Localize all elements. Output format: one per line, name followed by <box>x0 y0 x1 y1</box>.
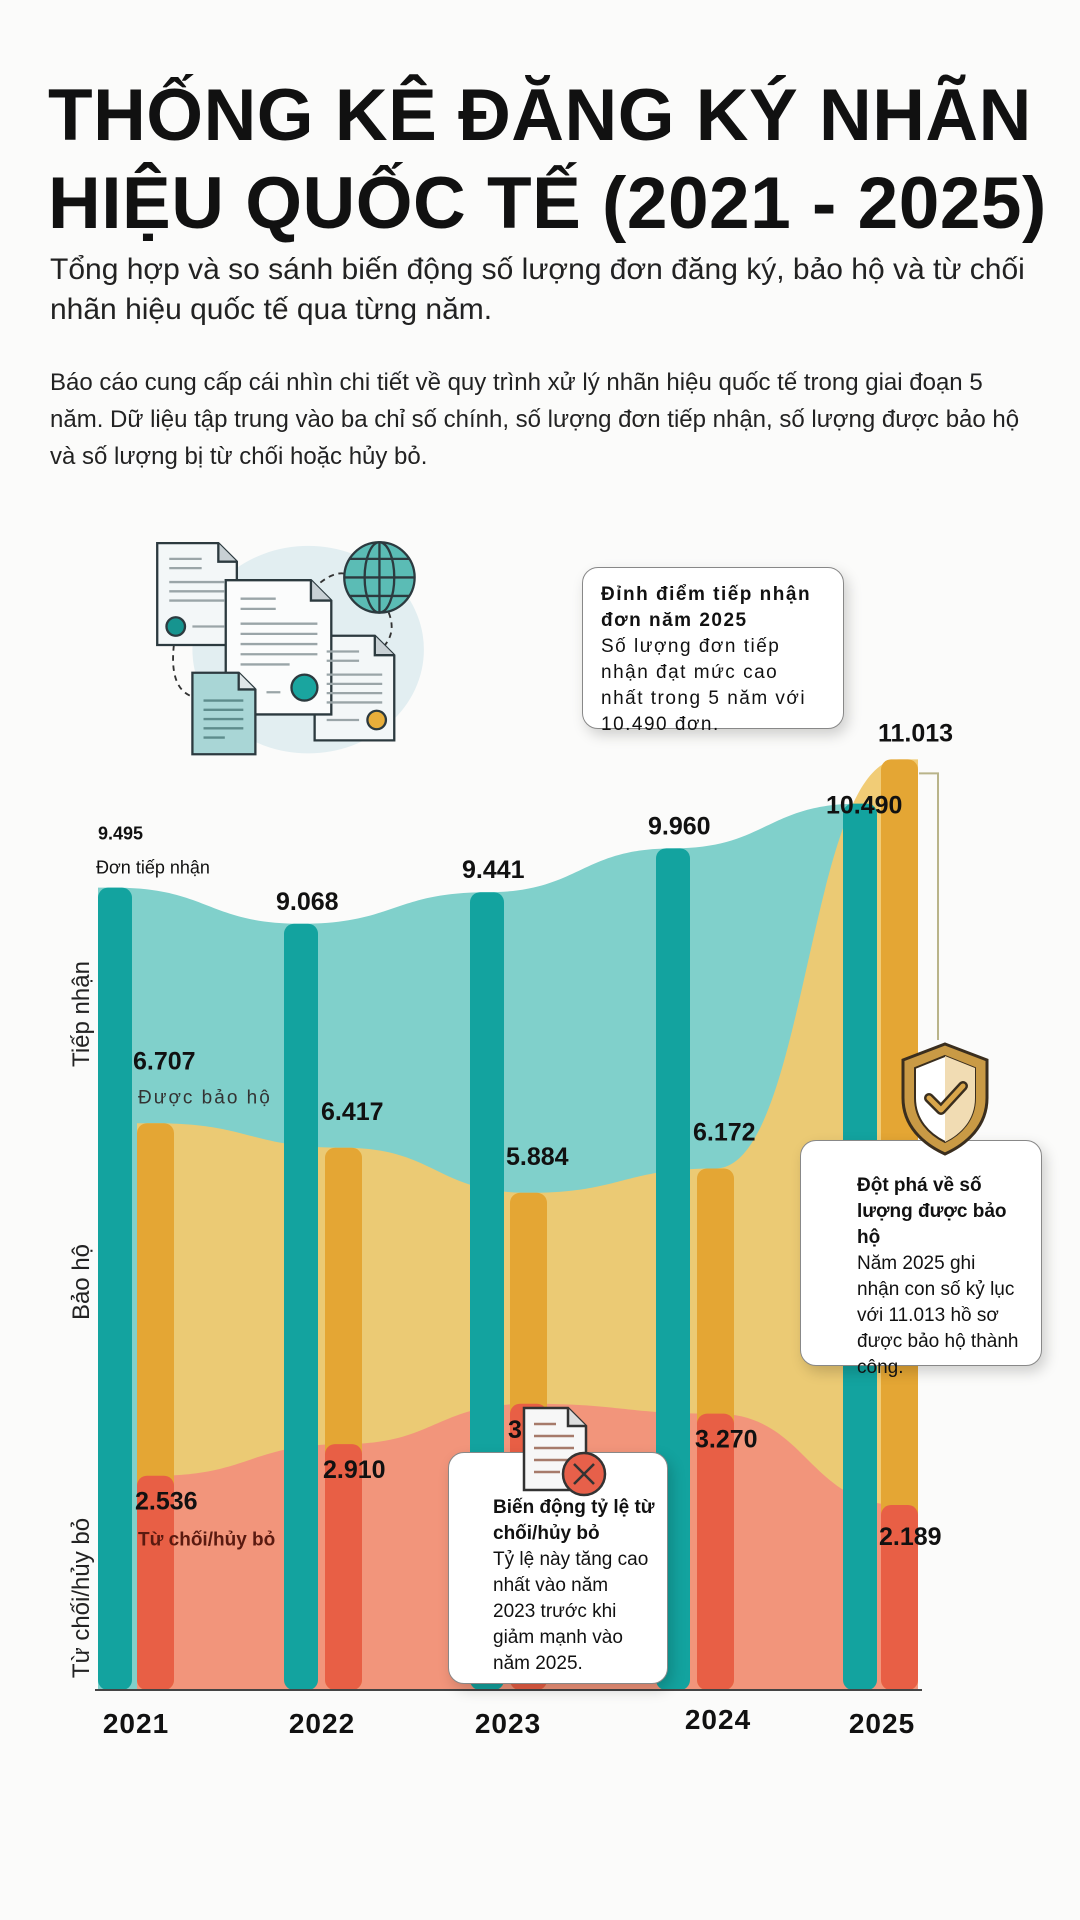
callout-text: Số lượng đơn tiếp nhận đạt mức cao nhất … <box>601 636 807 735</box>
callout-text: Tỷ lệ này tăng cao nhất vào năm 2023 trư… <box>493 1549 649 1674</box>
y-axis-label-received: Tiếp nhận <box>68 961 95 1067</box>
x-tick-2024: 2024 <box>684 1704 752 1735</box>
value-label-received-2024: 9.960 <box>648 812 711 840</box>
value-label-rejected-2021: 2.536 <box>135 1488 198 1516</box>
x-tick-2022: 2022 <box>288 1708 356 1739</box>
documents-globe-illustration <box>156 541 424 756</box>
series-label-received: Đơn tiếp nhận <box>96 858 210 878</box>
callout-title: Đỉnh điểm tiếp nhận đơn năm 2025 <box>601 584 812 631</box>
callout-title: Biến động tỷ lệ từ chối/hủy bỏ <box>493 1497 655 1544</box>
series-label-rejected: Từ chối/hủy bỏ <box>138 1530 275 1551</box>
page-subtitle: Tổng hợp và so sánh biến động số lượng đ… <box>50 253 1025 326</box>
bracket-line <box>919 772 939 1040</box>
page-description: Báo cáo cung cấp cái nhìn chi tiết về qu… <box>50 369 1020 470</box>
value-label-received-2022: 9.068 <box>276 888 339 916</box>
x-tick-2023: 2023 <box>474 1708 542 1739</box>
value-label-rejected-2025: 2.189 <box>879 1523 942 1551</box>
series-label-protected: Được bảo hộ <box>138 1087 272 1108</box>
bar-received-2021 <box>98 887 132 1690</box>
bar-rejected-2024 <box>697 1413 734 1690</box>
value-label-rejected-2022: 2.910 <box>323 1456 386 1484</box>
bar-rejected-2021 <box>137 1475 174 1690</box>
callout-title: Đột phá về số lượng được bảo hộ <box>857 1175 1007 1248</box>
callout-peak-received: Đỉnh điểm tiếp nhận đơn năm 2025 Số lượn… <box>582 567 844 735</box>
x-tick-2025: 2025 <box>848 1708 916 1739</box>
value-label-received-2021: 9.495 <box>98 824 143 844</box>
value-label-protected-2022: 6.417 <box>321 1098 384 1126</box>
shield-check-icon <box>901 1042 989 1156</box>
callout-text: Năm 2025 ghi nhận con số kỷ lục với 11.0… <box>857 1253 1019 1378</box>
y-axis-label-protected: Bảo hộ <box>68 1243 95 1321</box>
value-label-protected-2021: 6.707 <box>133 1047 196 1075</box>
value-label-rejected-2024: 3.270 <box>695 1426 758 1454</box>
document-reject-icon <box>522 1406 607 1497</box>
y-axis-label-rejected: Từ chối/hủy bỏ <box>68 1517 95 1679</box>
page-title: THỐNG KÊ ĐĂNG KÝ NHÃN HIỆU QUỐC TẾ (2021… <box>48 75 1047 244</box>
bar-rejected-2022 <box>325 1444 362 1690</box>
bar-received-2022 <box>284 923 318 1690</box>
value-label-received-2025: 10.490 <box>826 792 902 820</box>
bar-rejected-2025 <box>881 1505 918 1690</box>
value-label-protected-2023: 5.884 <box>506 1143 569 1171</box>
x-tick-2021: 2021 <box>102 1708 170 1739</box>
value-label-protected-2025: 11.013 <box>878 719 953 747</box>
callout-protection-record: Đột phá về số lượng được bảo hộ Năm 2025… <box>800 1140 1042 1378</box>
value-label-protected-2024: 6.172 <box>693 1118 756 1146</box>
value-label-received-2023: 9.441 <box>462 856 525 884</box>
